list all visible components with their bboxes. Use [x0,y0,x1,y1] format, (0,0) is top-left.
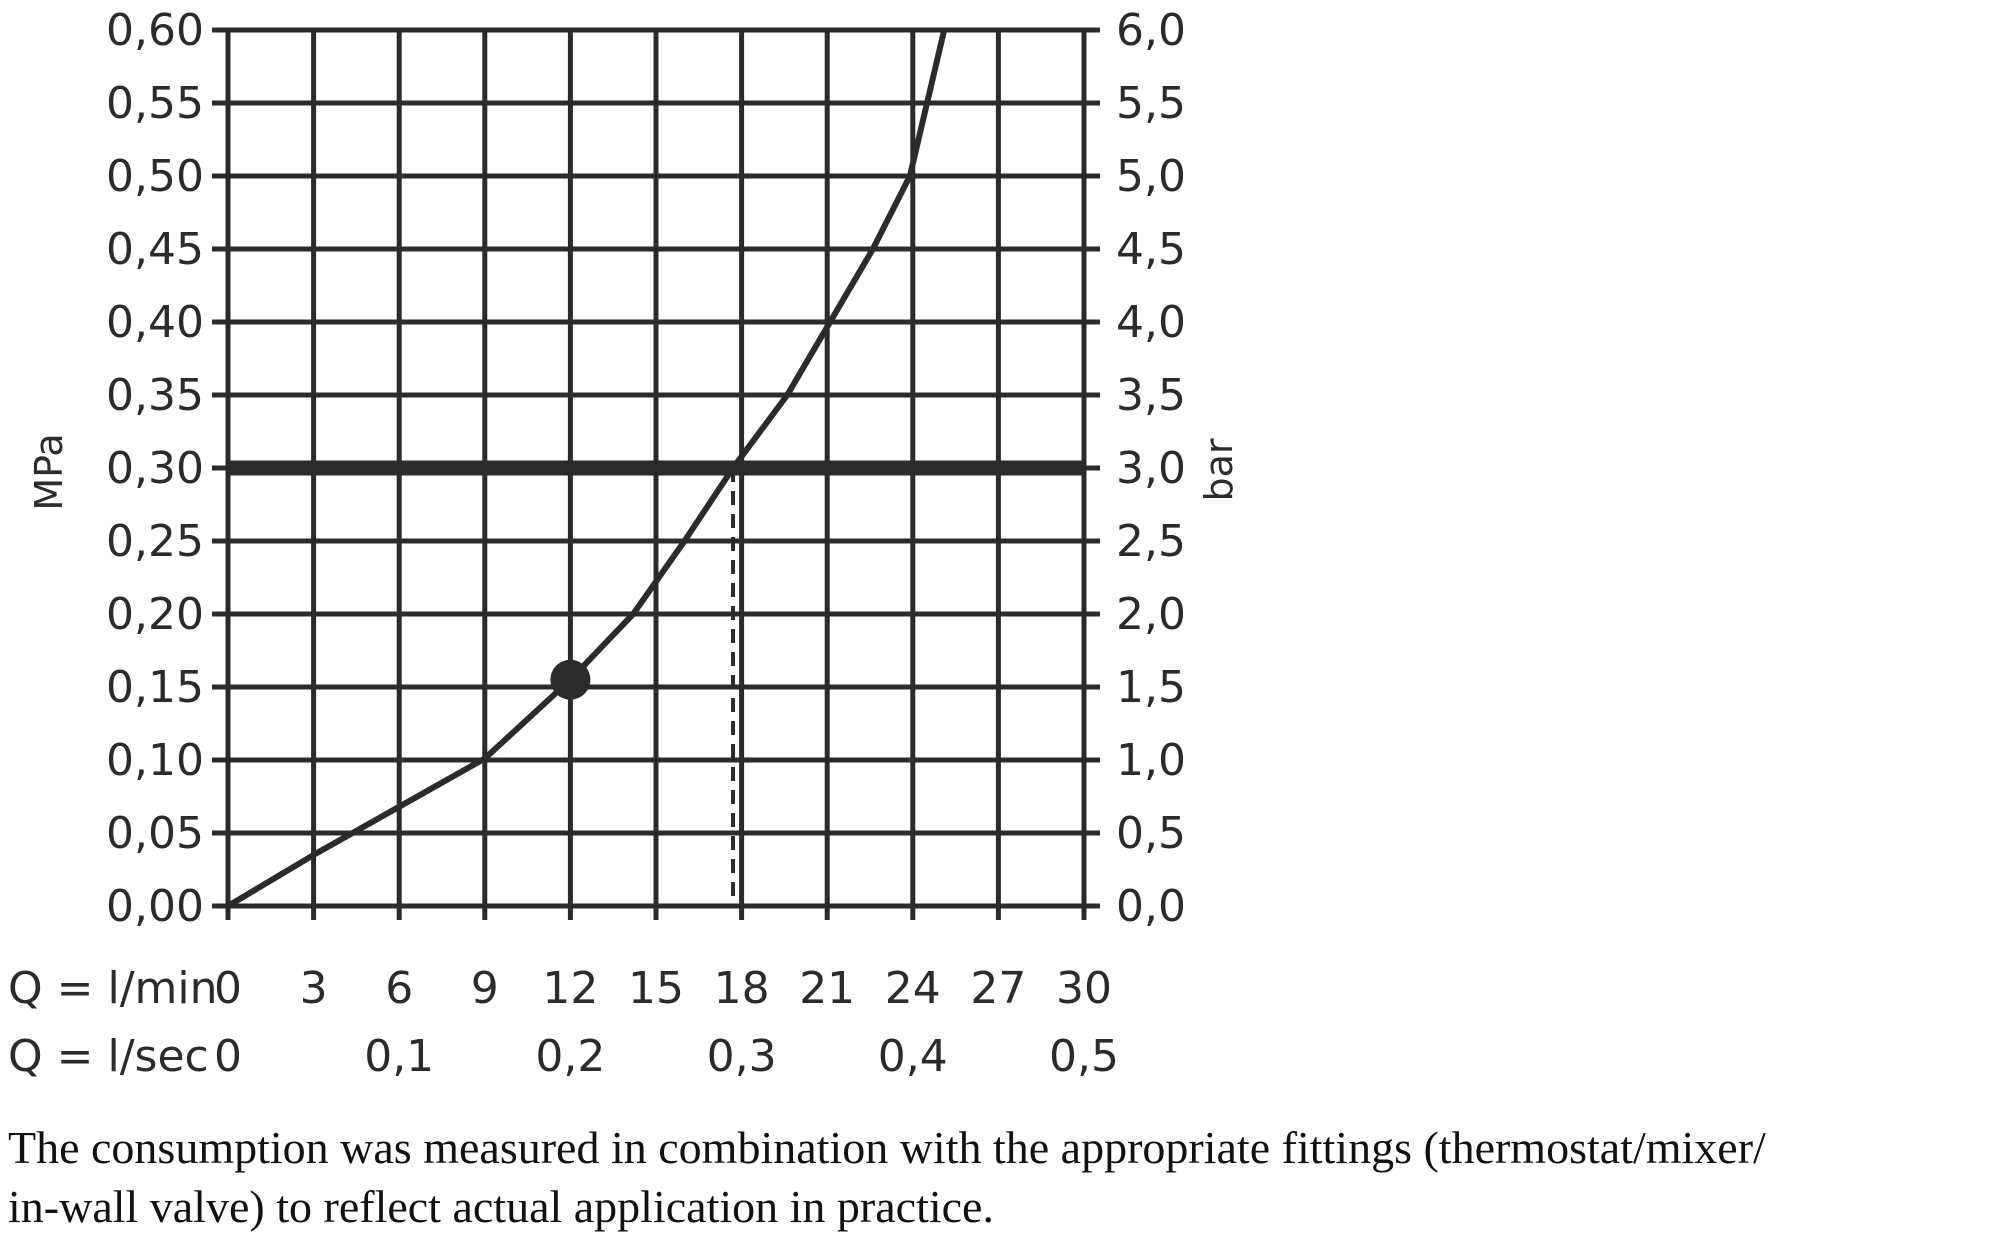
y-left-tick-label: 0,15 [106,662,204,713]
x-secondary-tick-label: 0,2 [535,1031,605,1080]
x-primary-tick-label: 18 [714,963,770,1014]
x-primary-tick-label: 6 [385,963,413,1014]
y-right-axis-title: bar [1197,438,1241,501]
series-line [226,29,948,909]
x-primary-tick-label: 0 [214,963,242,1014]
caption: The consumption was measured in combinat… [8,1118,1998,1236]
x-primary-tick-label: 15 [628,963,684,1014]
y-left-tick-label: 0,30 [106,443,204,494]
y-right-tick-label: 4,5 [1116,224,1186,275]
x-secondary-tick-label: 0,4 [878,1031,948,1080]
y-right-tick-label: 4,0 [1116,297,1186,348]
y-right-tick-label: 1,0 [1116,735,1186,786]
y-left-tick-label: 0,05 [106,808,204,859]
y-left-tick-label: 0,10 [106,735,204,786]
right-axis-ticks: 0,0 0,5 1,0 1,5 2,0 2,5 3,0 3,5 4,0 4,5 5,0 5,5 6,0 [1084,5,1186,932]
left-axis-ticks: 0,00 0,05 0,10 0,15 0,20 0,25 0,30 0,35 0,40 0,45… [106,5,228,932]
y-left-tick-label: 0,35 [106,370,204,421]
x-secondary-tick-label: 0 [214,1031,242,1080]
x-primary-tick-label: 27 [970,963,1026,1014]
x-primary-tick-label: 24 [885,963,941,1014]
caption-line-1: The consumption was measured in combinat… [8,1122,1766,1173]
y-left-tick-label: 0,40 [106,297,204,348]
x-primary-axis-title: Q = l/min [8,963,218,1014]
caption-line-2: in-wall valve) to reflect actual applica… [8,1181,994,1232]
x-secondary-axis-title: Q = l/sec [8,1031,209,1080]
y-right-tick-label: 0,5 [1116,808,1186,859]
y-left-tick-label: 0,55 [106,78,204,129]
y-left-tick-label: 0,60 [106,5,204,56]
x-primary-tick-label: 3 [300,963,328,1014]
x-primary-tick-label: 21 [799,963,855,1014]
pressure-flow-chart: 0,000,050,100,150,200,250,300,350,400,45… [8,5,1241,1080]
chart-marks [226,29,1084,909]
y-left-tick-label: 0,20 [106,589,204,640]
x-axis-ticks: 0 3 6 9 12 15 18 21 24 27 30 0 0,1 0,2 0,3 0,4 0,5 [214,906,1119,1080]
y-right-tick-label: 2,0 [1116,589,1186,640]
x-secondary-tick-label: 0,1 [364,1031,434,1080]
y-right-tick-label: 5,5 [1116,78,1186,129]
x-secondary-tick-label: 0,3 [707,1031,777,1080]
operating-point-marker [550,659,591,700]
y-right-tick-label: 1,5 [1116,662,1186,713]
y-left-tick-label: 0,50 [106,151,204,202]
x-primary-tick-label: 12 [542,963,598,1014]
x-primary-tick-label: 30 [1056,963,1112,1014]
y-right-tick-label: 2,5 [1116,516,1186,567]
y-left-tick-label: 0,45 [106,224,204,275]
y-left-axis-title: MPa [27,433,71,510]
y-right-tick-label: 6,0 [1116,5,1186,56]
y-right-tick-label: 3,5 [1116,370,1186,421]
y-left-tick-label: 0,25 [106,516,204,567]
y-right-tick-label: 0,0 [1116,881,1186,932]
y-left-tick-label: 0,00 [106,881,204,932]
y-right-tick-label: 3,0 [1116,443,1186,494]
y-right-tick-label: 5,0 [1116,151,1186,202]
x-primary-tick-label: 9 [471,963,499,1014]
x-secondary-tick-label: 0,5 [1049,1031,1119,1080]
